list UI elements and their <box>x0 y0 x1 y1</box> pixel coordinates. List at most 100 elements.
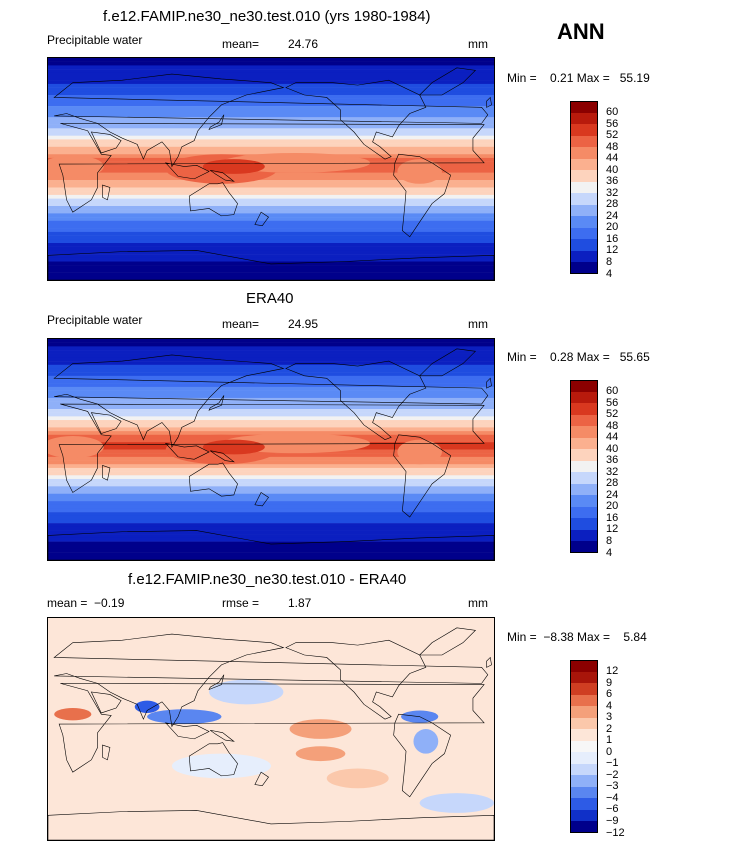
zonal-band <box>48 239 494 244</box>
zonal-band <box>48 416 494 421</box>
colorbar-tick-label: 60 <box>606 106 619 119</box>
zonal-band <box>48 209 494 214</box>
zonal-band <box>48 254 494 259</box>
season-label: ANN <box>557 19 605 44</box>
colorbar-tick-label: 4 <box>606 546 613 559</box>
zonal-band <box>48 80 494 85</box>
colorbar-swatch <box>570 472 598 485</box>
zonal-band <box>48 353 494 358</box>
zonal-band <box>48 545 494 550</box>
zonal-band <box>48 534 494 539</box>
zonal-band <box>48 493 494 498</box>
colorbar-swatch <box>570 227 598 240</box>
colorbar-swatch <box>570 740 598 753</box>
min-max-obs: Min = 0.28 Max = 55.65 <box>507 350 650 364</box>
zonal-band <box>48 401 494 406</box>
colorbar-tick-label: 36 <box>606 454 619 467</box>
anomaly-blob <box>54 708 92 721</box>
zonal-band <box>48 464 494 469</box>
colorbar-tick-label: 2 <box>606 722 613 735</box>
coastline <box>420 68 476 95</box>
colorbar-tick-label: −4 <box>606 791 619 804</box>
colorbar-tick-label: 8 <box>606 534 613 547</box>
panel-title-diff: f.e12.FAMIP.ne30_ne30.test.010 - ERA40 <box>128 571 407 588</box>
coastline <box>255 492 269 506</box>
zonal-band <box>48 146 494 151</box>
colorbar-swatch <box>570 763 598 776</box>
colorbar-swatch <box>570 391 598 404</box>
zonal-band <box>48 124 494 129</box>
zonal-band <box>48 508 494 513</box>
colorbar-swatch <box>570 798 598 811</box>
colorbar-swatch <box>570 821 598 834</box>
zonal-band <box>48 235 494 240</box>
panel-mean-label-diff: mean = −0.19 <box>47 596 125 610</box>
anomaly-blob <box>413 729 439 754</box>
anomaly-blob <box>147 709 222 725</box>
coastline <box>91 132 121 153</box>
colorbar-swatch <box>570 694 598 707</box>
map-panel-test <box>47 57 495 281</box>
zonal-band <box>48 257 494 262</box>
colorbar-tick-label: 12 <box>606 244 619 257</box>
colorbar-swatch <box>570 495 598 508</box>
coastline <box>166 723 209 739</box>
panel-units-test: mm <box>468 37 488 51</box>
zonal-band <box>48 361 494 366</box>
zonal-band <box>48 423 494 428</box>
zonal-band <box>48 339 494 343</box>
panel-stat-value-test: 24.76 <box>288 37 319 51</box>
zonal-band <box>48 183 494 188</box>
anomaly-blob <box>202 159 265 174</box>
colorbar-swatch <box>570 403 598 416</box>
zonal-band <box>48 150 494 155</box>
colorbar-tick-label: 48 <box>606 140 619 153</box>
zonal-band <box>48 552 494 557</box>
map-field <box>48 339 494 560</box>
coastline <box>189 463 237 496</box>
coastline <box>54 355 488 447</box>
colorbar-tick-label: 0 <box>606 745 613 758</box>
zonal-band <box>48 261 494 266</box>
colorbar-swatch <box>570 204 598 217</box>
zonal-band <box>48 541 494 546</box>
coastline <box>54 74 488 166</box>
zonal-band <box>48 386 494 391</box>
colorbar-tick-label: 20 <box>606 500 619 513</box>
colorbar-tick-label: 24 <box>606 209 619 222</box>
panel-stat-label-obs: mean= <box>222 317 260 331</box>
panel-units-obs: mm <box>468 317 488 331</box>
colorbar-swatch <box>570 426 598 439</box>
coastline <box>394 714 451 797</box>
coastline <box>103 185 110 200</box>
zonal-band <box>48 83 494 88</box>
colorbar-swatch <box>570 147 598 160</box>
coastline <box>91 413 121 434</box>
map-panel-diff <box>47 617 495 841</box>
colorbar-tick-label: 1 <box>606 734 613 747</box>
colorbar-tick-label: 40 <box>606 163 619 176</box>
colorbar-tick-label: 28 <box>606 198 619 211</box>
zonal-band <box>48 372 494 377</box>
panel-variable-label-obs: Precipitable water <box>47 313 143 327</box>
zonal-band <box>48 265 494 270</box>
zonal-band <box>48 342 494 347</box>
coastline <box>209 675 224 690</box>
zonal-band <box>48 460 494 465</box>
zonal-band <box>48 272 494 277</box>
coastline <box>210 451 234 462</box>
zonal-band <box>48 65 494 70</box>
panel-stat-label-diff: rmse = <box>222 596 260 610</box>
panel-title-test: f.e12.FAMIP.ne30_ne30.test.010 (yrs 1980… <box>103 8 431 25</box>
colorbar-swatch <box>570 729 598 742</box>
zonal-band <box>48 357 494 362</box>
zonal-band <box>48 501 494 505</box>
anomaly-blob <box>419 793 494 813</box>
zonal-band <box>48 198 494 203</box>
coastline <box>59 404 484 492</box>
colorbar-swatch <box>570 460 598 473</box>
coastline <box>103 465 110 480</box>
coastline <box>48 250 494 280</box>
colorbar-swatch <box>570 112 598 125</box>
zonal-band <box>48 431 494 436</box>
